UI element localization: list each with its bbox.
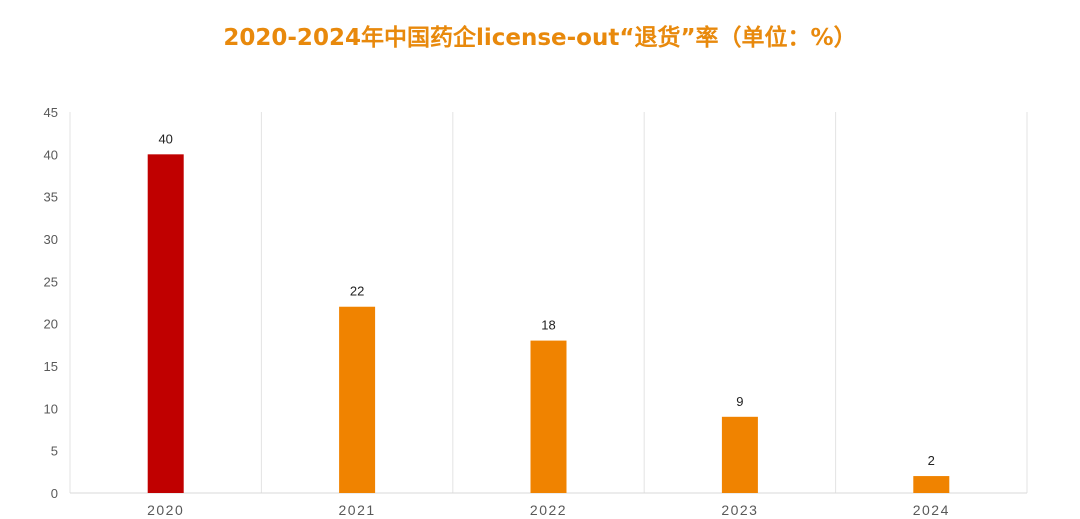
chart-title: 2020-2024年中国药企license-out“退货”率（单位：%） [223, 25, 857, 51]
y-tick-label: 15 [44, 359, 58, 374]
y-tick-label: 30 [44, 232, 58, 247]
y-tick-label: 25 [44, 274, 58, 289]
bar-2020 [147, 154, 184, 494]
data-label: 2 [928, 453, 935, 468]
data-label: 22 [350, 284, 364, 299]
x-tick-label: 2024 [913, 502, 950, 518]
y-tick-label: 10 [44, 401, 58, 416]
y-tick-label: 0 [51, 486, 58, 501]
y-tick-label: 5 [51, 444, 58, 459]
bar-2024 [913, 476, 950, 493]
y-tick-label: 40 [44, 147, 58, 162]
data-label: 18 [541, 318, 555, 333]
bar-2021 [339, 306, 376, 493]
x-tick-label: 2022 [530, 502, 567, 518]
data-label: 40 [158, 131, 172, 146]
y-tick-label: 45 [44, 105, 58, 120]
y-tick-label: 35 [44, 190, 58, 205]
x-tick-label: 2020 [147, 502, 184, 518]
x-tick-label: 2023 [721, 502, 758, 518]
bar-2022 [530, 340, 567, 493]
data-label: 9 [736, 394, 743, 409]
y-tick-label: 20 [44, 317, 58, 332]
bar-2023 [721, 416, 758, 493]
x-tick-label: 2021 [339, 502, 376, 518]
